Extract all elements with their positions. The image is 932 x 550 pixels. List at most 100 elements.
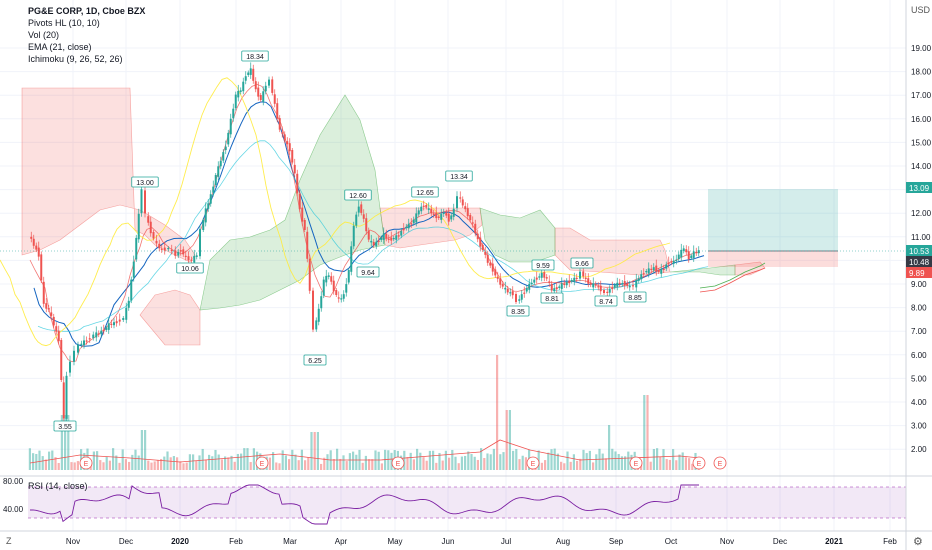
price-badge-label: 10.53	[909, 247, 930, 256]
time-tick-label: Nov	[720, 537, 734, 546]
time-tick-label: Feb	[229, 537, 243, 546]
indicator-ema[interactable]: EMA (21, close)	[28, 42, 92, 52]
gear-icon[interactable]: ⚙	[913, 536, 923, 548]
time-axis[interactable]: Nov Dec 2020 Feb Mar Apr May Jun Jul Aug Sep Oct Nov…	[66, 537, 898, 546]
rsi-axis[interactable]: 80.00 40.00	[3, 477, 24, 514]
price-tick-label: 11.00	[911, 233, 931, 242]
svg-text:8.35: 8.35	[511, 309, 525, 316]
svg-text:E: E	[396, 461, 401, 468]
price-badge	[906, 182, 932, 193]
price-tick-label: 15.00	[911, 138, 932, 147]
svg-text:3.55: 3.55	[58, 424, 72, 431]
svg-text:8.74: 8.74	[599, 299, 613, 306]
currency-label[interactable]: USD	[911, 5, 931, 15]
price-tick-label: 4.00	[911, 398, 927, 407]
rsi-tick-label: 80.00	[3, 477, 24, 486]
time-tick-label: 2021	[825, 537, 843, 546]
time-tick-label: Apr	[335, 537, 348, 546]
price-tick-label: 14.00	[911, 162, 932, 171]
earnings-marker[interactable]	[692, 456, 706, 470]
time-tick-label: Mar	[283, 537, 297, 546]
price-tick-label: 3.00	[911, 422, 927, 431]
pivot-label: 3.55	[53, 420, 77, 432]
svg-text:E: E	[84, 461, 89, 468]
price-tick-label: 7.00	[911, 327, 927, 336]
pivot-label: 8.74	[594, 295, 618, 307]
earnings-marker[interactable]	[713, 456, 727, 470]
time-tick-label: Dec	[119, 537, 133, 546]
time-tick-label: May	[387, 537, 402, 546]
earnings-marker[interactable]	[629, 456, 643, 470]
svg-text:10.06: 10.06	[181, 266, 199, 273]
long-position-target-zone[interactable]	[708, 189, 838, 251]
pivot-label: 9.66	[570, 257, 594, 269]
pivot-labels: 3.55 13.00 10.06 18.34 6.25 12.60 9.64 12.65 13.…	[53, 50, 647, 432]
svg-text:9.59: 9.59	[536, 263, 550, 270]
svg-text:12.60: 12.60	[349, 193, 367, 200]
svg-text:8.85: 8.85	[628, 295, 642, 302]
pivot-label: 9.64	[356, 266, 380, 278]
svg-text:8.81: 8.81	[545, 296, 559, 303]
price-axis[interactable]: 19.0018.0017.0016.0015.0014.0013.0012.00…	[906, 44, 932, 454]
svg-text:6.25: 6.25	[308, 358, 322, 365]
pivot-label: 18.34	[241, 50, 269, 62]
svg-text:9.64: 9.64	[361, 270, 375, 277]
price-tick-label: 5.00	[911, 374, 927, 383]
price-tick-label: 16.00	[911, 115, 932, 124]
earnings-marker[interactable]	[255, 456, 269, 470]
pivot-label: 13.34	[445, 170, 473, 182]
time-tick-label: Feb	[883, 537, 897, 546]
price-badge-label: 9.89	[909, 269, 925, 278]
rsi-tick-label: 40.00	[3, 505, 24, 514]
pivot-label: 9.59	[531, 259, 555, 271]
zoom-icon[interactable]: Z	[6, 536, 12, 546]
price-badge-label: 10.48	[909, 258, 930, 267]
svg-text:13.34: 13.34	[450, 174, 468, 181]
earnings-marker[interactable]	[391, 456, 405, 470]
price-badge	[906, 267, 932, 278]
pivot-label: 12.65	[411, 186, 439, 198]
pivot-label: 13.00	[131, 176, 159, 188]
long-position-stop-zone[interactable]	[708, 251, 838, 267]
price-badge	[906, 245, 932, 256]
price-badge	[906, 256, 932, 267]
svg-text:E: E	[697, 461, 702, 468]
time-tick-label: Nov	[66, 537, 80, 546]
pivot-label: 8.85	[623, 291, 647, 303]
ichimoku-cloud	[21, 87, 766, 346]
grid	[0, 0, 906, 531]
rsi-line	[29, 484, 699, 525]
price-tick-label: 6.00	[911, 351, 927, 360]
chart-legend: PG&E CORP, 1D, Cboe BZX Pivots HL (10, 1…	[28, 5, 145, 65]
time-tick-label: 2020	[171, 537, 189, 546]
svg-text:12.65: 12.65	[416, 190, 434, 197]
svg-text:E: E	[718, 461, 723, 468]
svg-text:E: E	[531, 461, 536, 468]
time-tick-label: Oct	[665, 537, 678, 546]
indicator-pivots[interactable]: Pivots HL (10, 10)	[28, 18, 100, 28]
price-tick-label: 17.00	[911, 91, 932, 100]
rsi-legend[interactable]: RSI (14, close)	[28, 481, 88, 491]
volume-bars	[28, 355, 701, 470]
pivot-label: 12.60	[344, 189, 372, 201]
price-tick-label: 9.00	[911, 280, 927, 289]
svg-text:13.00: 13.00	[136, 180, 154, 187]
time-tick-label: Jun	[442, 537, 455, 546]
earnings-marker[interactable]	[79, 456, 93, 470]
time-tick-label: Dec	[773, 537, 787, 546]
pivot-label: 6.25	[303, 354, 327, 366]
pivot-label: 8.35	[506, 305, 530, 317]
indicator-volume[interactable]: Vol (20)	[28, 30, 60, 40]
symbol-title[interactable]: PG&E CORP, 1D, Cboe BZX	[28, 6, 146, 16]
price-tick-label: 8.00	[911, 304, 927, 313]
svg-text:E: E	[634, 461, 639, 468]
indicator-ichimoku[interactable]: Ichimoku (9, 26, 52, 26)	[28, 54, 123, 64]
rsi-band	[28, 487, 906, 518]
earnings-marker[interactable]	[526, 456, 540, 470]
price-tick-label: 19.00	[911, 44, 932, 53]
price-tick-label: 18.00	[911, 68, 932, 77]
pivot-label: 8.81	[540, 292, 564, 304]
price-badge-label: 13.09	[909, 184, 930, 193]
